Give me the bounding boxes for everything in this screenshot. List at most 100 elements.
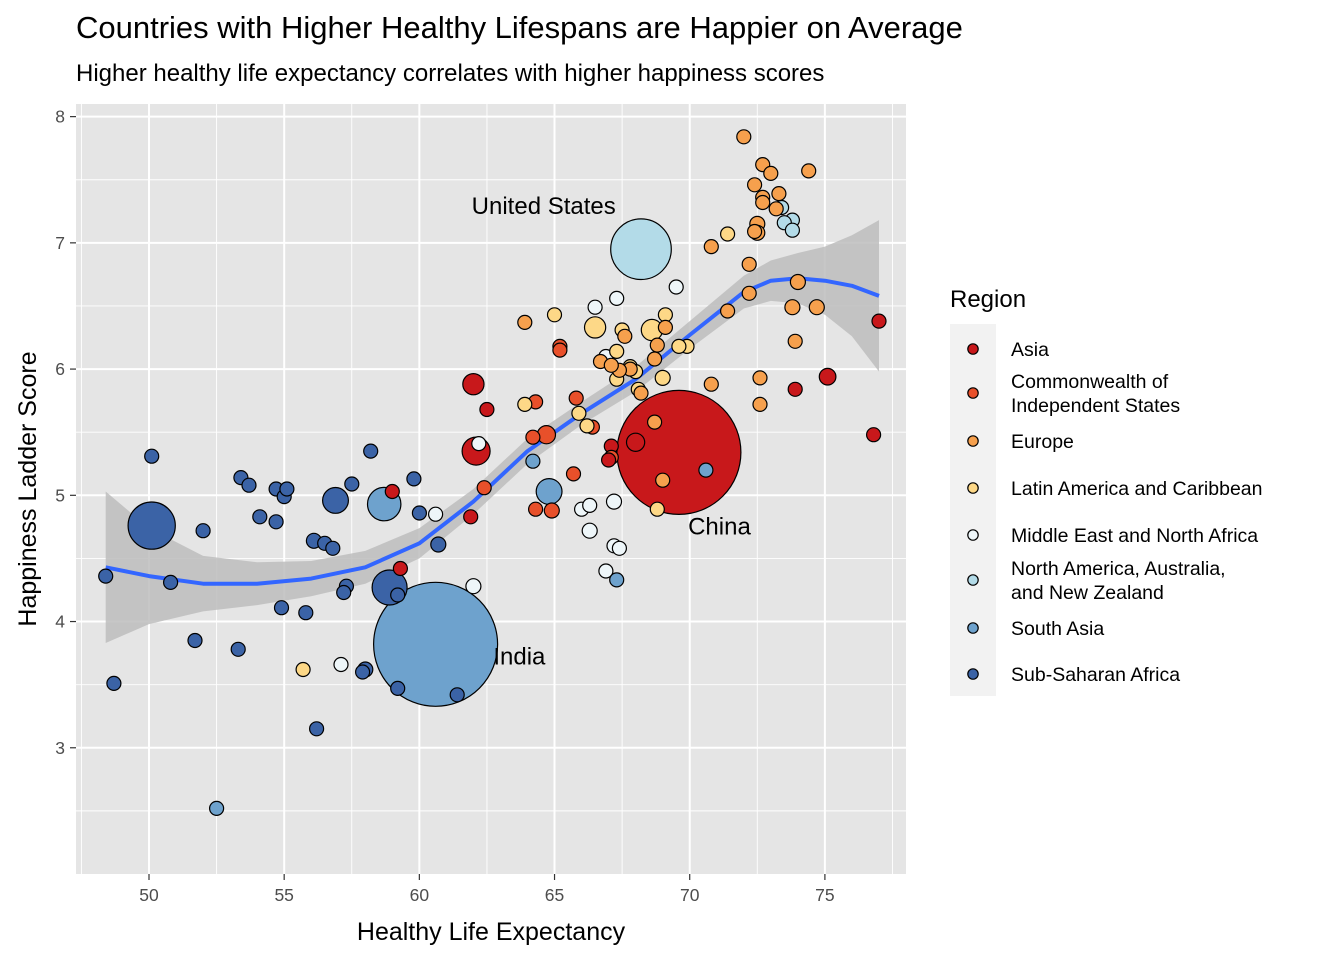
point-middle-east-and-north-africa [598, 563, 614, 579]
point-europe [741, 285, 757, 301]
point-middle-east-and-north-africa [428, 506, 444, 522]
point-sub-saharan-africa [127, 501, 176, 550]
point-europe [603, 357, 619, 373]
point-latin-america-and-caribbean [571, 405, 587, 421]
point-europe [746, 177, 763, 193]
point-europe [649, 337, 665, 353]
point-sub-saharan-africa [163, 574, 179, 591]
point-south-asia [609, 572, 625, 588]
annotation-united-states: United States [472, 193, 616, 220]
point-sub-saharan-africa [430, 536, 447, 553]
x-tick-label: 55 [274, 885, 293, 905]
point-sub-saharan-africa [344, 476, 360, 492]
point-europe [517, 314, 533, 330]
point-asia [818, 367, 837, 386]
point-latin-america-and-caribbean [295, 661, 311, 678]
x-tick-label: 75 [815, 885, 834, 905]
point-sub-saharan-africa [268, 514, 284, 530]
point-asia [865, 427, 882, 443]
x-axis-title: Healthy Life Expectancy [357, 918, 626, 946]
legend-label-latin-america-and-caribbean: Latin America and Caribbean [1011, 478, 1263, 500]
point-europe [703, 239, 719, 255]
chart-subtitle: Higher healthy life expectancy correlate… [76, 60, 825, 87]
point-europe [771, 186, 787, 202]
point-europe [763, 165, 779, 181]
point-middle-east-and-north-africa [581, 522, 598, 539]
point-europe [808, 299, 825, 316]
legend-label-commonwealth-of-independent-states: Independent States [1011, 395, 1180, 417]
point-asia [625, 432, 646, 452]
axes: 50 55 60 65 70 75 3 4 5 6 7 8 [55, 107, 834, 905]
legend-key-sub-saharan-africa [967, 668, 979, 680]
point-sub-saharan-africa [187, 632, 203, 649]
point-latin-america-and-caribbean [579, 418, 595, 434]
point-asia [479, 401, 495, 418]
point-commonwealth-of-independent-states [565, 466, 582, 482]
point-sub-saharan-africa [298, 605, 314, 621]
point-europe [787, 333, 803, 349]
point-latin-america-and-caribbean [517, 396, 533, 412]
point-europe [784, 299, 801, 316]
legend-key-latin-america-and-caribbean [967, 482, 979, 494]
point-sub-saharan-africa [411, 505, 427, 521]
point-asia [600, 452, 617, 468]
confidence-ribbon [105, 220, 879, 643]
legend-label-europe: Europe [1011, 431, 1074, 453]
point-middle-east-and-north-africa [609, 290, 625, 306]
annotation-china: China [688, 513, 751, 540]
point-middle-east-and-north-africa [333, 656, 349, 673]
point-europe [801, 163, 817, 179]
point-sub-saharan-africa [106, 675, 122, 692]
point-europe [617, 328, 633, 344]
point-commonwealth-of-independent-states [552, 342, 568, 358]
y-tick-label: 3 [55, 738, 65, 758]
point-europe [633, 385, 649, 401]
legend-label-sub-saharan-africa: Sub-Saharan Africa [1011, 664, 1180, 686]
point-europe [655, 472, 671, 488]
point-sub-saharan-africa [195, 523, 211, 539]
point-commonwealth-of-independent-states [527, 501, 544, 517]
y-tick-label: 8 [55, 107, 65, 127]
point-latin-america-and-caribbean [583, 316, 607, 339]
point-asia [392, 560, 408, 577]
point-europe [746, 223, 763, 240]
point-middle-east-and-north-africa [465, 578, 482, 595]
point-south-asia [525, 453, 541, 469]
legend-key-south-asia [967, 622, 979, 634]
point-latin-america-and-caribbean [649, 501, 665, 517]
legend-key-asia [967, 343, 979, 355]
point-sub-saharan-africa [144, 448, 160, 464]
point-sub-saharan-africa [98, 568, 114, 584]
point-latin-america-and-caribbean [609, 343, 625, 359]
point-europe [752, 396, 768, 412]
point-asia [616, 389, 742, 515]
point-sub-saharan-africa [363, 443, 379, 459]
point-sub-saharan-africa [273, 600, 290, 616]
point-middle-east-and-north-africa [471, 436, 487, 452]
confidence-band [105, 220, 879, 643]
y-axis-title: Happiness Ladder Score [14, 351, 42, 626]
point-sub-saharan-africa [252, 509, 268, 525]
legend-key-north-america-australia-and-new-zealand [967, 574, 979, 586]
point-south-asia [373, 581, 499, 707]
point-commonwealth-of-independent-states [568, 390, 584, 406]
point-south-asia [535, 478, 563, 506]
point-asia [463, 509, 479, 525]
country-annotations: United States China India [472, 193, 752, 671]
x-tick-label: 65 [545, 885, 564, 905]
legend-key-europe [967, 435, 979, 447]
point-latin-america-and-caribbean [654, 369, 671, 386]
legend-title: Region [950, 286, 1026, 313]
point-sub-saharan-africa [390, 680, 406, 697]
point-sub-saharan-africa [322, 486, 350, 514]
point-latin-america-and-caribbean [719, 226, 736, 242]
point-sub-saharan-africa [309, 721, 325, 737]
point-south-asia [698, 462, 714, 478]
point-sub-saharan-africa [230, 641, 246, 657]
point-commonwealth-of-independent-states [543, 502, 560, 519]
point-europe [736, 129, 752, 145]
point-sub-saharan-africa [325, 540, 341, 556]
legend-key-commonwealth-of-independent-states [967, 387, 979, 399]
